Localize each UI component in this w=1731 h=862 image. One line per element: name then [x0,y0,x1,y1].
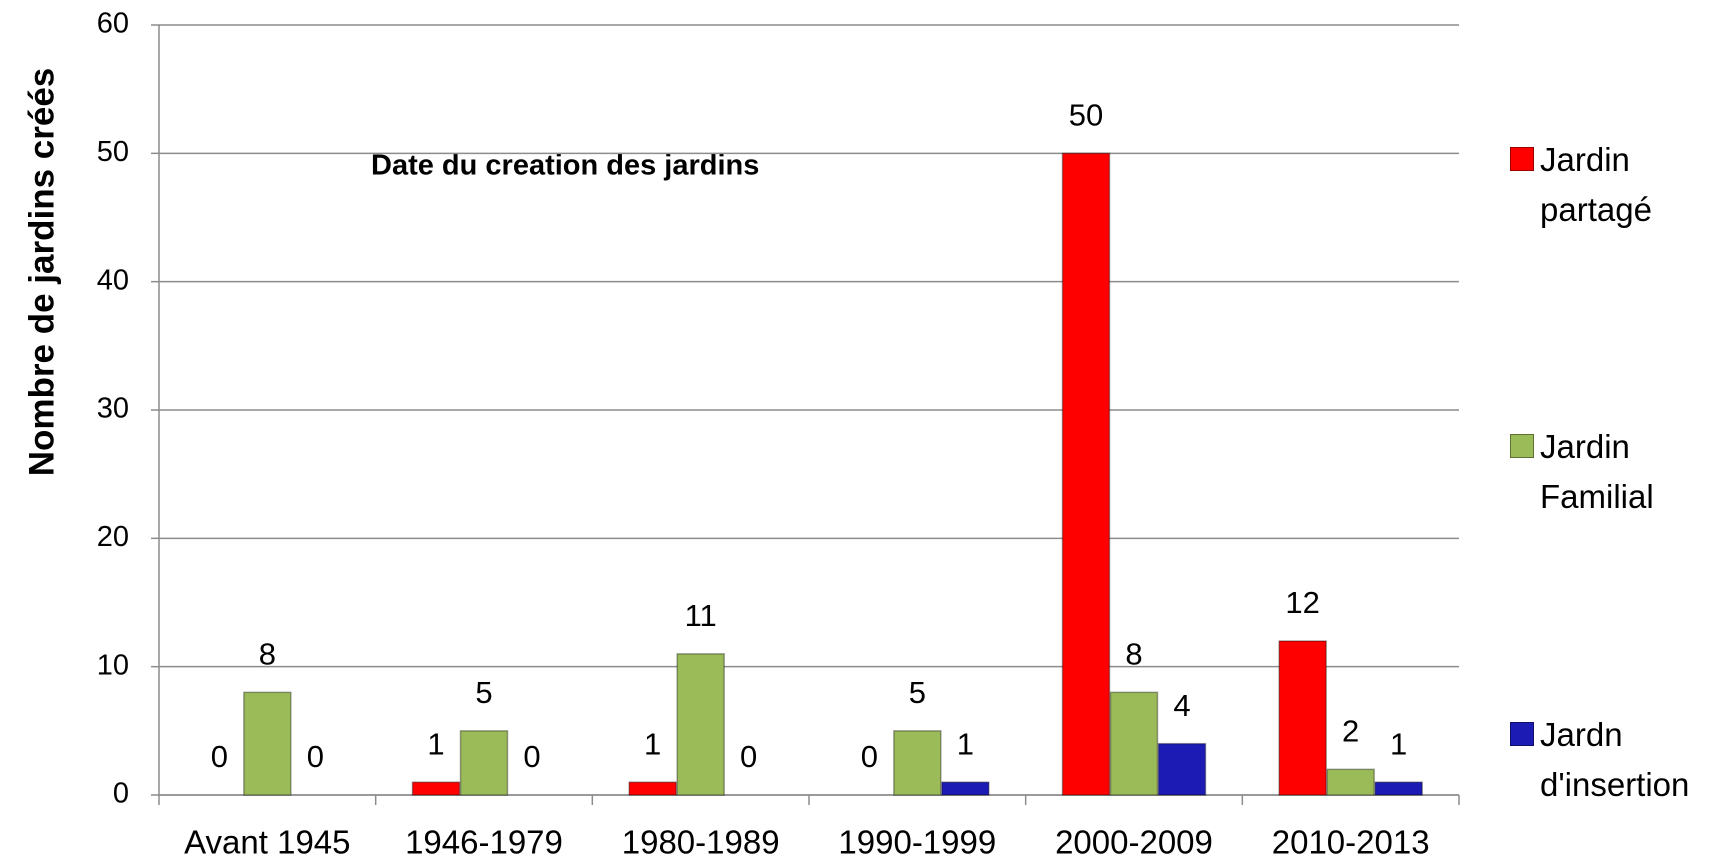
x-tick-label: 1990-1999 [838,824,996,861]
legend-label: Jardin partagé [1540,135,1710,234]
data-label: 11 [685,598,717,633]
chart-page: Date du creation des jardins Nombre de j… [0,0,1731,862]
bar [894,731,941,795]
data-label: 50 [1069,98,1103,133]
data-label: 1 [957,726,974,761]
chart: Date du creation des jardins Nombre de j… [0,0,1731,862]
y-tick-label: 10 [97,649,129,681]
bar [629,782,676,795]
bar [1063,153,1110,795]
bar [1279,641,1326,795]
bar [413,782,460,795]
legend-swatch [1510,147,1534,171]
data-label: 8 [259,637,276,672]
data-label: 0 [211,739,228,774]
bar [942,782,989,795]
bar [1159,744,1206,795]
x-tick-label: Avant 1945 [184,824,350,861]
data-label: 5 [909,675,926,710]
data-label: 12 [1285,585,1319,620]
legend-label: Jardn d'insertion [1540,710,1710,809]
bar [1111,692,1158,795]
y-tick-label: 50 [97,136,129,168]
y-tick-label: 0 [113,778,129,810]
data-label: 0 [307,739,324,774]
legend-item: Jardin partagé [1510,135,1720,234]
x-tick-label: 2000-2009 [1055,824,1213,861]
legend-swatch [1510,722,1534,746]
y-axis-label: Nombre de jardins créés [22,68,61,477]
data-label: 0 [861,739,878,774]
bar [244,692,291,795]
y-tick-label: 30 [97,393,129,425]
bar [677,654,724,795]
y-tick-label: 40 [97,264,129,296]
bar [1327,769,1374,795]
data-label: 0 [740,739,757,774]
legend-swatch [1510,434,1534,458]
data-label: 8 [1125,637,1142,672]
data-label: 1 [427,726,444,761]
x-tick-label: 1946-1979 [405,824,563,861]
data-label: 2 [1342,714,1359,749]
y-tick-label: 20 [97,521,129,553]
annotation: Date du creation des jardins [371,150,759,182]
legend-item: Jardin Familial [1510,422,1720,521]
data-label: 0 [523,739,540,774]
legend-label: Jardin Familial [1540,422,1710,521]
legend-item: Jardn d'insertion [1510,710,1720,809]
data-label: 1 [644,726,661,761]
x-tick-label: 2010-2013 [1272,824,1430,861]
data-label: 5 [475,675,492,710]
data-label: 1 [1390,726,1407,761]
x-tick-label: 1980-1989 [622,824,780,861]
data-label: 4 [1173,688,1190,723]
y-tick-label: 60 [97,8,129,40]
bar [461,731,508,795]
bar [1375,782,1422,795]
